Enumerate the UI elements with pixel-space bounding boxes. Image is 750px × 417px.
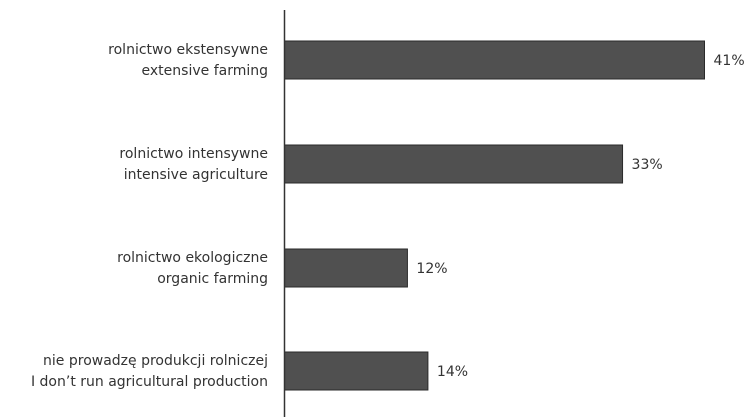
category-label: rolnictwo ekstensywne [108,42,268,58]
bar [284,144,624,184]
data-label: 12% [416,261,447,277]
category-labels: rolnictwo ekstensywne extensive farming ro… [31,42,268,390]
bar [284,40,705,80]
category-label: nie prowadzę produkcji rolniczej [43,353,268,369]
bar [284,248,408,288]
value-labels: 41% 33% 12% 14% [416,53,744,380]
data-label: 14% [437,364,468,380]
category-label: rolnictwo ekologiczne [117,250,268,266]
bar [284,351,429,391]
category-label: rolnictwo intensywne [119,146,268,162]
data-label: 41% [714,53,745,69]
bars [284,40,705,391]
category-label: I don’t run agricultural production [31,374,268,390]
data-label: 33% [632,157,663,173]
category-label: extensive farming [142,63,268,79]
category-label: organic farming [157,271,268,287]
category-label: intensive agriculture [124,167,268,183]
